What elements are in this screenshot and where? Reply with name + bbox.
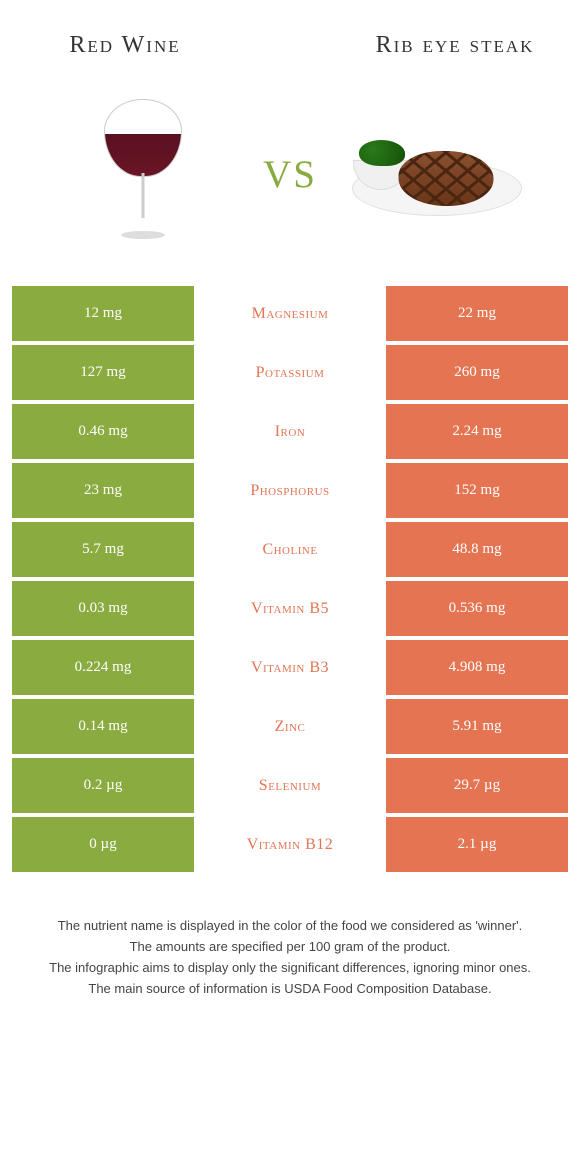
nutrient-row: 5.7 mgCholine48.8 mg	[12, 522, 568, 577]
left-value-cell: 127 mg	[12, 345, 197, 400]
left-food-image	[43, 81, 243, 256]
nutrient-name-cell: Vitamin B5	[197, 581, 383, 636]
right-value-cell: 0.536 mg	[383, 581, 568, 636]
nutrient-name-cell: Vitamin B3	[197, 640, 383, 695]
left-value-cell: 0.03 mg	[12, 581, 197, 636]
footer-line: The infographic aims to display only the…	[30, 958, 550, 979]
left-food-header: Red Wine	[20, 30, 230, 61]
left-value-cell: 5.7 mg	[12, 522, 197, 577]
header-row: Red Wine Rib eye steak	[0, 0, 580, 71]
nutrient-row: 0.224 mgVitamin B34.908 mg	[12, 640, 568, 695]
nutrient-name-cell: Selenium	[197, 758, 383, 813]
left-food-title: Red Wine	[20, 30, 230, 61]
nutrient-name-cell: Zinc	[197, 699, 383, 754]
nutrient-name-cell: Vitamin B12	[197, 817, 383, 872]
nutrient-row: 0.46 mgIron2.24 mg	[12, 404, 568, 459]
steak-plate-icon	[347, 114, 527, 224]
left-value-cell: 0.2 µg	[12, 758, 197, 813]
nutrient-table: 12 mgMagnesium22 mg127 mgPotassium260 mg…	[0, 286, 580, 872]
right-value-cell: 4.908 mg	[383, 640, 568, 695]
nutrient-row: 0.14 mgZinc5.91 mg	[12, 699, 568, 754]
vs-label: vs	[263, 137, 317, 201]
nutrient-row: 127 mgPotassium260 mg	[12, 345, 568, 400]
left-value-cell: 0 µg	[12, 817, 197, 872]
nutrient-name-cell: Magnesium	[197, 286, 383, 341]
right-value-cell: 2.24 mg	[383, 404, 568, 459]
footer-line: The main source of information is USDA F…	[30, 979, 550, 1000]
right-food-image	[337, 81, 537, 256]
nutrient-row: 12 mgMagnesium22 mg	[12, 286, 568, 341]
nutrient-name-cell: Choline	[197, 522, 383, 577]
nutrient-name-cell: Phosphorus	[197, 463, 383, 518]
nutrient-row: 0 µgVitamin B122.1 µg	[12, 817, 568, 872]
footer-line: The nutrient name is displayed in the co…	[30, 916, 550, 937]
left-value-cell: 12 mg	[12, 286, 197, 341]
nutrient-row: 0.03 mgVitamin B50.536 mg	[12, 581, 568, 636]
infographic-container: Red Wine Rib eye steak vs 12 mgMagnesium…	[0, 0, 580, 1019]
right-food-title: Rib eye steak	[350, 30, 560, 61]
right-food-header: Rib eye steak	[350, 30, 560, 61]
right-value-cell: 29.7 µg	[383, 758, 568, 813]
nutrient-name-cell: Potassium	[197, 345, 383, 400]
right-value-cell: 48.8 mg	[383, 522, 568, 577]
right-value-cell: 152 mg	[383, 463, 568, 518]
left-value-cell: 23 mg	[12, 463, 197, 518]
left-value-cell: 0.14 mg	[12, 699, 197, 754]
right-value-cell: 2.1 µg	[383, 817, 568, 872]
nutrient-row: 23 mgPhosphorus152 mg	[12, 463, 568, 518]
footer-notes: The nutrient name is displayed in the co…	[0, 876, 580, 1019]
right-value-cell: 22 mg	[383, 286, 568, 341]
right-value-cell: 5.91 mg	[383, 699, 568, 754]
nutrient-row: 0.2 µgSelenium29.7 µg	[12, 758, 568, 813]
footer-line: The amounts are specified per 100 gram o…	[30, 937, 550, 958]
wine-glass-icon	[103, 99, 183, 239]
images-row: vs	[0, 71, 580, 286]
left-value-cell: 0.46 mg	[12, 404, 197, 459]
nutrient-name-cell: Iron	[197, 404, 383, 459]
left-value-cell: 0.224 mg	[12, 640, 197, 695]
right-value-cell: 260 mg	[383, 345, 568, 400]
